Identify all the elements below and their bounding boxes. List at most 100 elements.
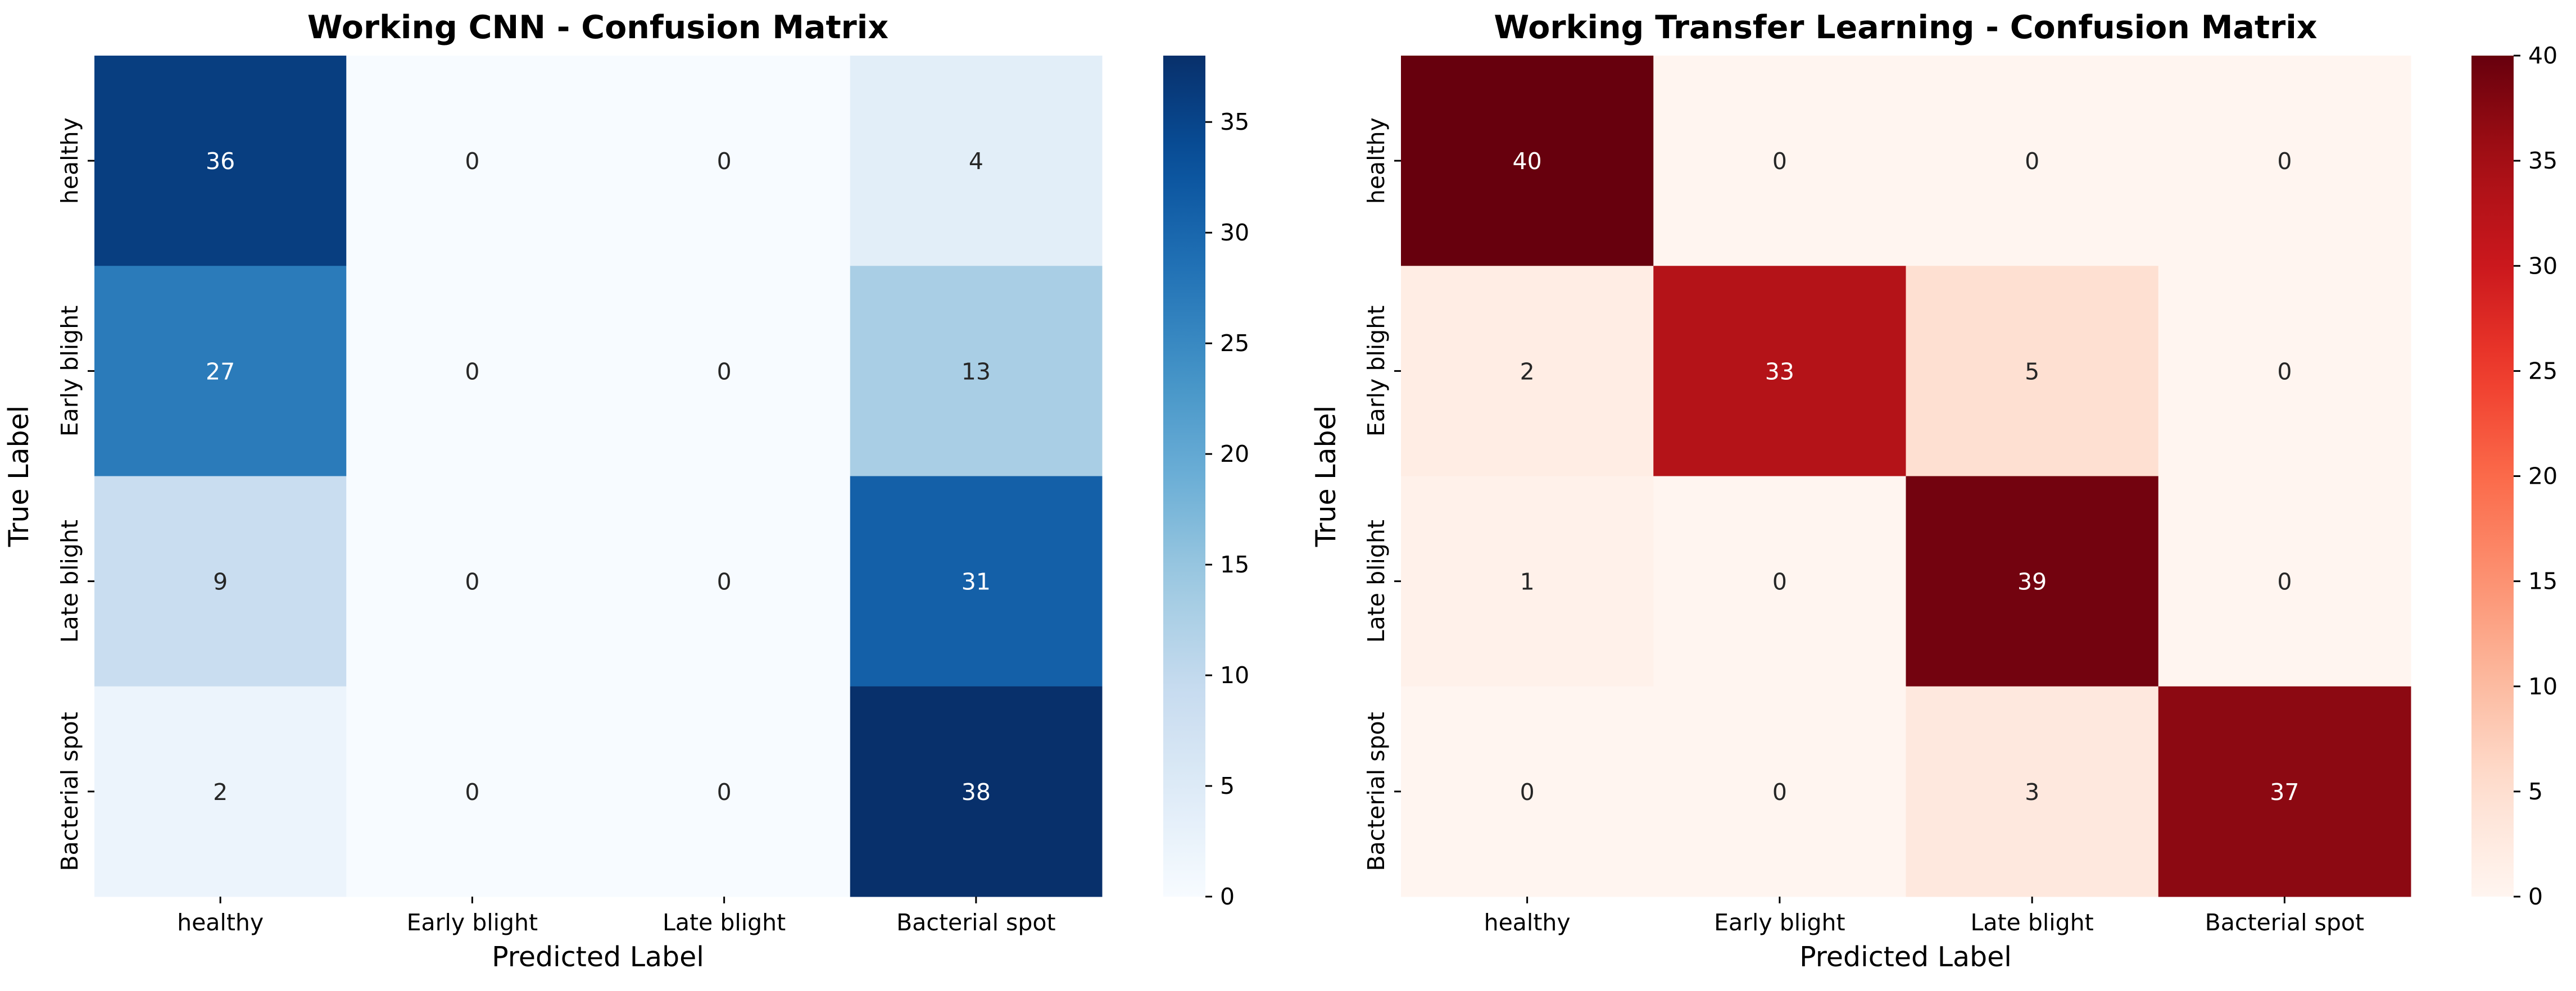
cell-value-label: 9 [213, 569, 228, 595]
heatmap-cell [598, 686, 851, 897]
heatmap-cell [346, 56, 598, 266]
heatmap-cell [1653, 686, 1906, 897]
heatmap-cell [94, 266, 347, 476]
heatmap-cell [2158, 56, 2411, 266]
colorbar-tick-label: 20 [1220, 440, 1249, 467]
y-tick-label: healthy [56, 117, 83, 204]
cell-value-label: 0 [1520, 779, 1535, 806]
colorbar-tick-label: 10 [1220, 662, 1249, 689]
colorbar-tick-label: 20 [2528, 463, 2557, 490]
colorbar-tick-label: 15 [2528, 568, 2557, 595]
heatmap-cell [1401, 56, 1654, 266]
cell-value-label: 38 [962, 779, 991, 806]
heatmap-cell [94, 686, 347, 897]
cell-value-label: 0 [2277, 148, 2292, 175]
colorbar-tick-label: 0 [2528, 883, 2543, 910]
colorbar [2471, 56, 2514, 897]
cell-value-label: 0 [2025, 148, 2039, 175]
cell-value-label: 0 [465, 569, 479, 595]
cell-value-label: 5 [2025, 358, 2039, 385]
heatmap-cell [1906, 476, 2159, 687]
cell-value-label: 1 [1520, 569, 1535, 595]
heatmap-cell [598, 266, 851, 476]
heatmap-cell [346, 686, 598, 897]
heatmap-cell [1653, 56, 1906, 266]
heatmap-cell [94, 476, 347, 687]
x-tick-label: Late blight [663, 909, 786, 936]
heatmap-cell [1653, 476, 1906, 687]
heatmap-cell [2158, 476, 2411, 687]
y-tick-label: healthy [1363, 117, 1390, 204]
cell-value-label: 0 [465, 779, 479, 806]
x-axis-label: Predicted Label [492, 941, 704, 973]
heatmap-cell [850, 476, 1103, 687]
cell-value-label: 0 [2277, 358, 2292, 385]
heatmap-cell [346, 266, 598, 476]
cell-value-label: 4 [969, 148, 983, 175]
cell-value-label: 0 [717, 358, 732, 385]
heatmap-cell [2158, 686, 2411, 897]
x-tick-label: Early blight [407, 909, 538, 936]
colorbar-tick-label: 25 [1220, 330, 1249, 357]
colorbar-tick-label: 0 [1220, 883, 1235, 910]
y-tick-label: Bacterial spot [1363, 712, 1390, 871]
cell-value-label: 3 [2025, 779, 2039, 806]
y-axis-label: True Label [1310, 406, 1342, 548]
cell-value-label: 0 [1772, 569, 1787, 595]
cell-value-label: 0 [1772, 148, 1787, 175]
y-tick-label: Early blight [1363, 306, 1390, 437]
colorbar-tick-label: 30 [2528, 252, 2557, 279]
cell-value-label: 0 [717, 779, 732, 806]
cell-value-label: 0 [1772, 779, 1787, 806]
heatmap-cell [850, 686, 1103, 897]
y-tick-label: Late blight [1363, 520, 1390, 643]
cell-value-label: 39 [2017, 569, 2047, 595]
cell-value-label: 33 [1765, 358, 1794, 385]
cell-value-label: 31 [962, 569, 991, 595]
cell-value-label: 27 [206, 358, 235, 385]
colorbar-tick-label: 5 [1220, 772, 1235, 799]
heatmap-cell [94, 56, 347, 266]
y-tick-label: Early blight [56, 306, 83, 437]
heatmap-cell [346, 476, 598, 687]
cell-value-label: 2 [1520, 358, 1535, 385]
cell-value-label: 0 [717, 148, 732, 175]
heatmap-cell [1906, 266, 2159, 476]
cell-value-label: 0 [465, 358, 479, 385]
y-tick-label: Bacterial spot [56, 712, 83, 871]
x-tick-label: healthy [177, 909, 264, 936]
colorbar-tick-label: 5 [2528, 778, 2543, 805]
colorbar-tick-label: 35 [2528, 147, 2557, 174]
heatmap-cell [850, 56, 1103, 266]
x-tick-label: healthy [1484, 909, 1571, 936]
cell-value-label: 40 [1513, 148, 1542, 175]
heatmap-cell [2158, 266, 2411, 476]
cell-value-label: 0 [717, 569, 732, 595]
heatmap-cell [1401, 686, 1654, 897]
heatmap-cell [1906, 56, 2159, 266]
x-tick-label: Late blight [1971, 909, 2094, 936]
heatmap-cell [850, 266, 1103, 476]
cell-value-label: 37 [2270, 779, 2299, 806]
heatmap-cell [1401, 476, 1654, 687]
colorbar-tick-label: 30 [1220, 219, 1249, 246]
cell-value-label: 36 [206, 148, 235, 175]
heatmap-cell [1906, 686, 2159, 897]
x-axis-label: Predicted Label [1799, 941, 2012, 973]
x-tick-label: Bacterial spot [896, 909, 1055, 936]
colorbar-tick-label: 15 [1220, 551, 1249, 578]
chart-title: Working Transfer Learning - Confusion Ma… [1494, 9, 2317, 46]
cell-value-label: 0 [465, 148, 479, 175]
cell-value-label: 0 [2277, 569, 2292, 595]
colorbar [1163, 56, 1205, 897]
y-tick-label: Late blight [56, 520, 83, 643]
x-tick-label: Early blight [1714, 909, 1845, 936]
heatmap-cell [1653, 266, 1906, 476]
heatmap-cell [598, 56, 851, 266]
colorbar-tick-label: 25 [2528, 357, 2557, 384]
x-tick-label: Bacterial spot [2205, 909, 2364, 936]
colorbar-tick-label: 10 [2528, 673, 2557, 700]
